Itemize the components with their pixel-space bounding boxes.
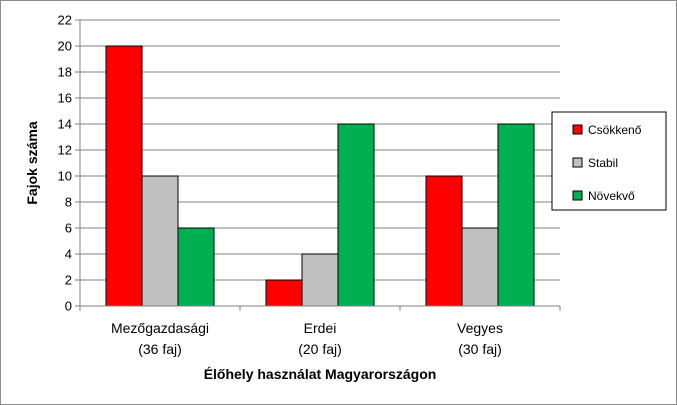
bar-0-0 bbox=[105, 45, 143, 307]
legend: Csökkenő Stabil Növekvő bbox=[551, 111, 667, 211]
y-tick-label: 4 bbox=[65, 247, 72, 262]
y-tick-label: 12 bbox=[58, 143, 72, 158]
bar-1-2 bbox=[461, 227, 499, 307]
y-tick-label: 22 bbox=[58, 13, 72, 28]
bar-0-2 bbox=[425, 175, 463, 307]
y-tick-label: 14 bbox=[58, 117, 72, 132]
bar-2-0 bbox=[177, 227, 215, 307]
legend-box bbox=[551, 111, 667, 211]
y-tick-label: 8 bbox=[65, 195, 72, 210]
x-axis-title: Élőhely használat Magyarországon bbox=[204, 366, 437, 382]
category-labels: Mezőgazdasági (36 faj) Erdei (20 faj) Vegyes… bbox=[111, 320, 503, 357]
y-tick-labels: 0 2 4 6 8 10 12 14 16 18 20 22 bbox=[58, 13, 72, 314]
axes bbox=[75, 19, 561, 311]
legend-swatch bbox=[572, 157, 583, 168]
category-label: Vegyes bbox=[457, 320, 503, 336]
category-label: (36 faj) bbox=[138, 341, 182, 357]
y-tick-label: 18 bbox=[58, 65, 72, 80]
y-tick-label: 10 bbox=[58, 169, 72, 184]
y-tick-label: 6 bbox=[65, 221, 72, 236]
category-label: (20 faj) bbox=[298, 341, 342, 357]
legend-swatch bbox=[572, 190, 583, 201]
bar-2-1 bbox=[337, 123, 375, 307]
category-label: (30 faj) bbox=[458, 341, 502, 357]
legend-label: Növekvő bbox=[588, 189, 635, 203]
bars bbox=[105, 45, 535, 307]
bar-2-2 bbox=[497, 123, 535, 307]
bar-1-0 bbox=[141, 175, 179, 307]
bar-1-1 bbox=[301, 253, 339, 307]
y-axis-title: Fajok száma bbox=[24, 121, 40, 204]
y-tick-label: 0 bbox=[65, 299, 72, 314]
category-label: Mezőgazdasági bbox=[111, 320, 209, 336]
bar-0-1 bbox=[265, 279, 303, 307]
legend-label: Csökkenő bbox=[588, 123, 642, 137]
legend-label: Stabil bbox=[588, 156, 618, 170]
legend-swatch bbox=[572, 124, 583, 135]
y-tick-label: 20 bbox=[58, 39, 72, 54]
y-tick-label: 2 bbox=[65, 273, 72, 288]
category-label: Erdei bbox=[304, 320, 337, 336]
y-tick-label: 16 bbox=[58, 91, 72, 106]
